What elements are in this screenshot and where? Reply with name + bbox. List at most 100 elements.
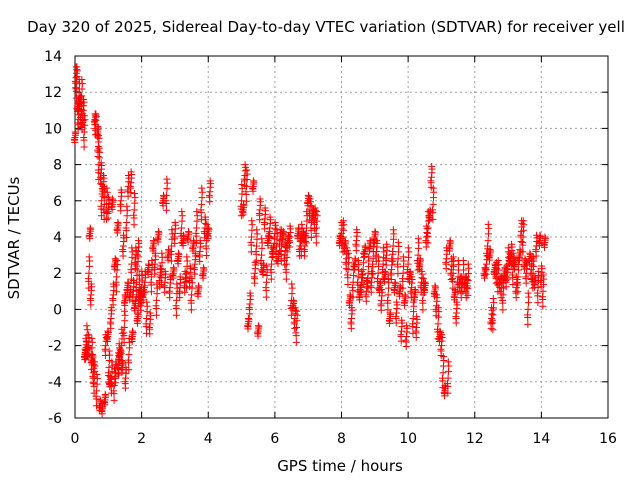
data-point-marker [86,234,94,242]
data-point-marker [158,266,166,274]
data-point-marker [123,202,131,210]
data-point-marker [488,316,496,324]
data-point-marker [183,253,191,261]
data-point-marker [128,327,136,335]
data-point-marker [130,190,138,198]
data-point-marker [174,260,182,268]
y-axis-label: SDTVAR / TECUs [5,176,23,299]
data-point-marker [125,366,133,374]
data-point-marker [453,298,461,306]
data-point-marker [359,266,367,274]
data-point-marker [386,319,394,327]
data-point-marker [130,221,138,229]
data-point-marker [384,275,392,283]
data-point-marker [291,324,299,332]
data-point-marker [193,208,201,216]
data-point-marker [101,345,109,353]
data-point-marker [259,271,267,279]
data-point-marker [124,278,132,286]
data-point-marker [394,260,402,268]
data-point-marker [198,200,206,208]
data-point-marker [94,123,102,131]
data-point-marker [153,296,161,304]
data-point-marker [377,306,385,314]
x-axis-label: GPS time / hours [277,457,403,475]
data-point-marker [429,200,437,208]
data-point-marker [104,208,112,216]
data-point-marker [206,177,214,185]
x-tick-label: 14 [532,431,550,447]
data-point-marker [181,288,189,296]
data-point-marker [146,309,154,317]
data-point-marker [508,271,516,279]
data-point-marker [463,282,471,290]
data-point-marker [172,302,180,310]
data-point-marker [509,249,517,257]
data-point-marker [172,311,180,319]
data-point-marker [436,327,444,335]
y-tick-label: 6 [53,194,62,210]
data-point-marker [201,213,209,221]
data-point-marker [519,248,527,256]
data-point-marker [112,288,120,296]
data-point-marker [184,228,192,236]
data-point-marker [104,214,112,222]
data-point-marker [439,352,447,360]
data-point-marker [248,217,256,225]
data-point-marker [364,253,372,261]
data-point-marker [402,336,410,344]
data-point-marker [136,300,144,308]
data-point-marker [87,280,95,288]
data-point-marker [513,278,521,286]
data-point-marker [411,296,419,304]
data-point-marker [113,273,121,281]
data-point-marker [169,264,177,272]
data-point-marker [174,249,182,257]
data-point-marker [162,206,170,214]
data-point-marker [161,267,169,275]
data-point-marker [366,237,374,245]
data-point-marker [343,244,351,252]
data-point-marker [539,271,547,279]
data-point-marker [262,284,270,292]
data-point-marker [260,219,268,227]
data-point-marker [151,249,159,257]
data-point-marker [306,195,314,203]
data-point-marker [514,288,522,296]
data-point-marker [262,293,270,301]
data-point-marker [523,311,531,319]
data-point-marker [401,291,409,299]
data-point-marker [300,246,308,254]
data-point-marker [282,275,290,283]
data-point-marker [489,295,497,303]
data-point-marker [112,278,120,286]
data-point-marker [121,378,129,386]
data-point-marker [130,206,138,214]
data-point-marker [411,285,419,293]
data-point-marker [103,338,111,346]
data-point-marker [152,302,160,310]
data-point-marker [387,276,395,284]
data-point-marker [452,313,460,321]
data-point-marker [178,208,186,216]
data-point-marker [257,257,265,265]
data-point-marker [154,238,162,246]
data-point-marker [183,269,191,277]
data-point-marker [134,257,142,265]
data-point-marker [113,257,121,265]
data-point-marker [394,238,402,246]
data-point-marker [89,372,97,380]
data-point-marker [266,213,274,221]
data-point-marker [352,240,360,248]
data-point-marker [256,195,264,203]
data-point-marker [312,229,320,237]
data-point-marker [351,255,359,263]
data-point-marker [339,248,347,256]
data-point-marker [173,280,181,288]
data-point-marker [379,260,387,268]
data-point-marker [358,267,366,275]
data-point-marker [502,283,510,291]
data-point-marker [108,205,116,213]
data-point-marker [384,291,392,299]
data-point-marker [258,251,266,259]
